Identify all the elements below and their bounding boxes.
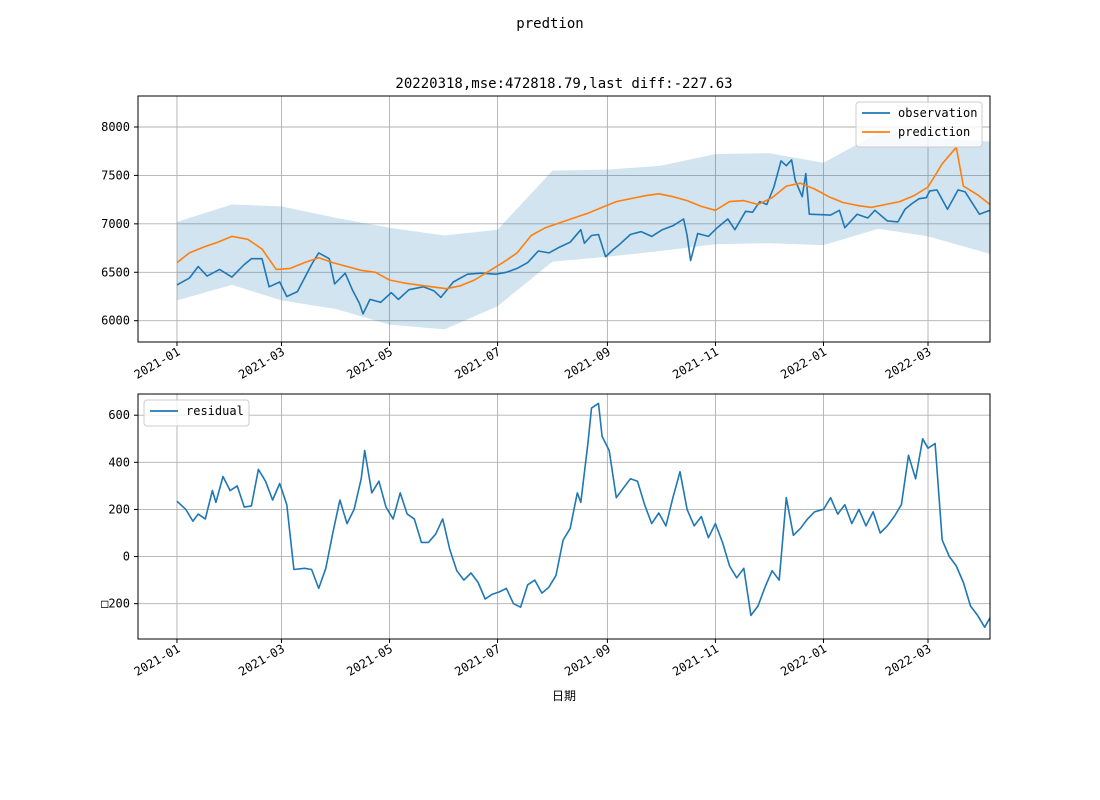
y-tick-label: 6000 (101, 314, 130, 328)
bottom-axes-frame (137, 393, 991, 640)
bottom-series-group (176, 402, 991, 629)
y-tick-label: 0 (123, 550, 130, 564)
x-tick-label: 2021-09 (562, 641, 613, 678)
x-tick-label: 2021-01 (132, 641, 183, 678)
legend-label-residual: residual (186, 404, 244, 418)
x-tick-label: 2021-05 (344, 641, 395, 678)
x-axis-label: 日期 (552, 689, 576, 703)
bottom-y-ticks: □200 0 200 400 600 (101, 408, 138, 611)
y-tick-label: 7500 (101, 168, 130, 182)
x-tick-label: 2021-09 (562, 344, 613, 381)
y-tick-label: 6500 (101, 265, 130, 279)
prediction-band (177, 132, 990, 330)
x-tick-label: 2021-01 (132, 344, 183, 381)
top-axes-title: 20220318,mse:472818.79,last diff:-227.63 (395, 76, 732, 92)
top-series-group (176, 146, 991, 315)
top-axes-frame (137, 95, 991, 343)
x-tick-label: 2021-11 (670, 344, 721, 381)
top-axes: 20220318,mse:472818.79,last diff:-227.63… (101, 76, 991, 382)
y-tick-label: 400 (108, 455, 130, 469)
legend-label-observation: observation (898, 106, 977, 120)
prediction-line (176, 146, 991, 290)
residual-line (176, 402, 991, 629)
x-tick-label: 2021-05 (344, 344, 395, 381)
observation-line (176, 159, 991, 315)
x-tick-label: 2022-01 (778, 344, 829, 381)
x-tick-label: 2021-07 (452, 344, 503, 381)
y-tick-label: 600 (108, 408, 130, 422)
top-grid (138, 96, 990, 342)
legend-frame (143, 399, 250, 427)
top-legend: observation prediction (855, 101, 983, 148)
x-tick-label: 2021-11 (670, 641, 721, 678)
y-tick-label: 200 (108, 502, 130, 516)
y-tick-label: 8000 (101, 120, 130, 134)
x-tick-label: 2022-03 (883, 344, 934, 381)
x-tick-label: 2022-03 (883, 641, 934, 678)
y-tick-label: 7000 (101, 217, 130, 231)
bottom-grid (138, 394, 990, 639)
legend-label-prediction: prediction (898, 125, 970, 139)
x-tick-label: 2021-03 (236, 641, 287, 678)
x-tick-label: 2022-01 (778, 641, 829, 678)
bottom-x-ticks: 2021-01 2021-03 2021-05 2021-07 2021-09 2021-… (132, 639, 934, 679)
x-tick-label: 2021-07 (452, 641, 503, 678)
x-tick-label: 2021-03 (236, 344, 287, 381)
top-y-ticks: 6000 6500 7000 7500 8000 (101, 120, 138, 328)
bottom-legend: residual (143, 399, 250, 427)
y-tick-label: □200 (101, 597, 130, 611)
figure-suptitle: predtion (516, 16, 583, 32)
confidence-band (177, 132, 990, 330)
top-x-ticks: 2021-01 2021-03 2021-05 2021-07 2021-09 2021-… (132, 342, 934, 382)
